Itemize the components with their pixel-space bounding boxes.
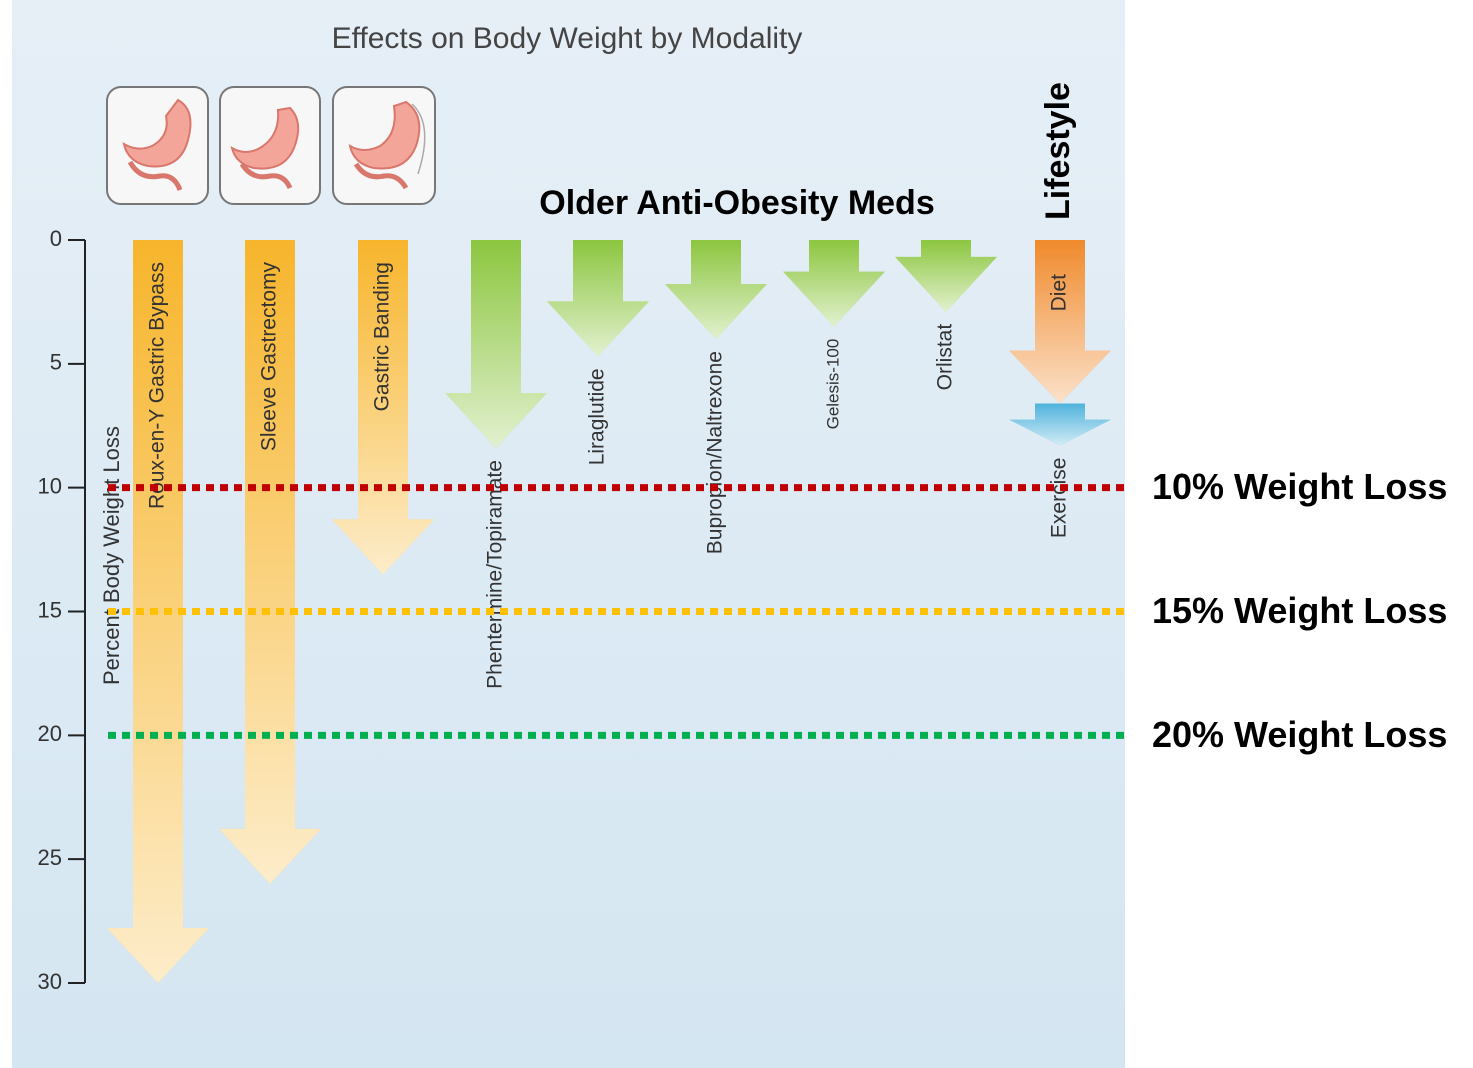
y-tick-label: 15 [38, 597, 62, 622]
arrow [1009, 240, 1111, 404]
arrow [332, 240, 434, 575]
arrow [1009, 403, 1111, 446]
procedure-icons [106, 86, 436, 205]
y-tick-label: 0 [50, 226, 62, 251]
y-tick-label: 10 [38, 473, 62, 498]
arrow-label: Diet [1048, 274, 1071, 312]
arrow-shade [547, 240, 649, 357]
arrow-shade [783, 240, 885, 327]
arrow-label: Exercise [1048, 458, 1071, 539]
arrow-shade [219, 240, 321, 884]
arrow-label: Gelesis-100 [823, 339, 842, 430]
reference-label: 20% Weight Loss [1152, 714, 1447, 755]
arrow-label: Gastric Banding [371, 262, 394, 411]
arrow-label: Phentermine/Topiramate [484, 460, 507, 689]
arrow-shade [1009, 240, 1111, 404]
arrow [665, 240, 767, 340]
arrow [219, 240, 321, 884]
y-tick-label: 25 [38, 845, 62, 870]
arrow [895, 240, 997, 312]
arrow [783, 240, 885, 327]
y-axis-title: Percent Body Weight Loss [99, 426, 124, 685]
arrow-label: Roux-en-Y Gastric Bypass [146, 262, 169, 509]
group-label: Older Anti-Obesity Meds [539, 184, 934, 222]
reference-label: 10% Weight Loss [1152, 466, 1447, 507]
arrow [445, 240, 547, 449]
arrow-label: Orlistat [934, 324, 957, 391]
arrow-label: Sleeve Gastrectomy [258, 262, 281, 452]
lifestyle-label: Lifestyle [1039, 82, 1077, 220]
y-tick-label: 5 [50, 350, 62, 375]
arrow-shade [665, 240, 767, 340]
arrow-label: Liraglutide [586, 368, 609, 465]
reference-label: 15% Weight Loss [1152, 590, 1447, 631]
arrow-shade [1009, 403, 1111, 446]
arrow-shade [895, 240, 997, 312]
arrow-shade [445, 240, 547, 449]
chart-title: Effects on Body Weight by Modality [332, 22, 803, 55]
arrow-shade [332, 240, 434, 575]
y-tick-label: 30 [38, 969, 62, 994]
arrow-label: Bupropion/Naltrexone [704, 351, 727, 554]
arrow [547, 240, 649, 357]
y-tick-label: 20 [38, 721, 62, 746]
